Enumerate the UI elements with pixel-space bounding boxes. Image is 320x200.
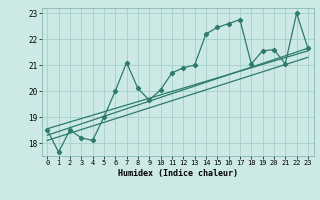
X-axis label: Humidex (Indice chaleur): Humidex (Indice chaleur) <box>118 169 237 178</box>
